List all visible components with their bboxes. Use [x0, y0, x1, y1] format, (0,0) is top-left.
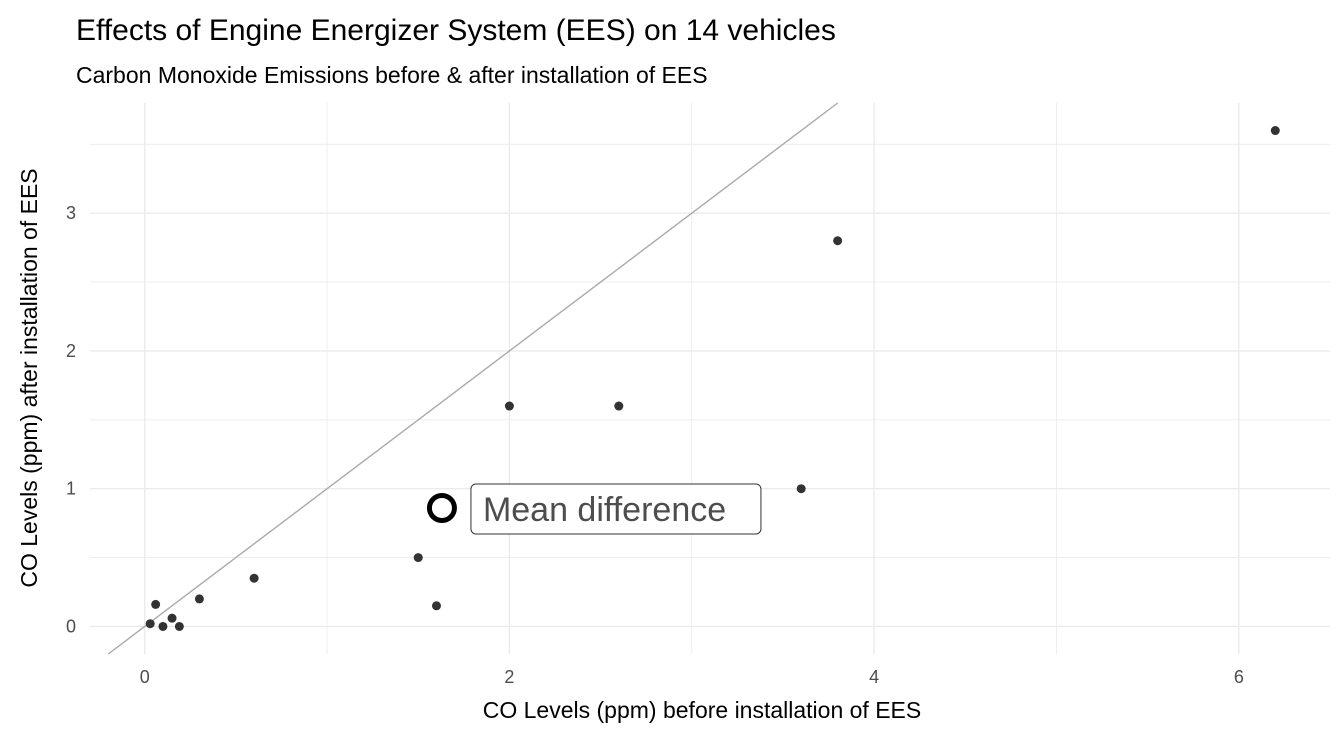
tick-labels: 0 2 4 6 0 1 2 3 — [66, 203, 1244, 687]
data-point — [796, 484, 806, 494]
data-point — [249, 573, 259, 583]
reference-line-group — [107, 102, 839, 655]
x-axis-title: CO Levels (ppm) before installation of E… — [483, 697, 921, 723]
data-points — [145, 126, 1280, 631]
data-point — [167, 613, 177, 623]
reference-line — [107, 102, 839, 655]
chart-subtitle: Carbon Monoxide Emissions before & after… — [76, 62, 708, 88]
data-point — [1270, 126, 1280, 136]
data-point — [504, 401, 514, 411]
y-tick-label: 2 — [66, 341, 76, 361]
data-point — [413, 553, 423, 563]
data-point — [174, 621, 184, 631]
mean-difference-annotation: Mean difference — [426, 483, 762, 535]
x-tick-label: 6 — [1234, 667, 1244, 687]
grid — [90, 103, 1330, 654]
data-point — [158, 621, 168, 631]
data-point — [194, 594, 204, 604]
annotation-label: Mean difference — [483, 491, 726, 529]
y-axis-title: CO Levels (ppm) after installation of EE… — [16, 168, 42, 587]
y-tick-label: 1 — [66, 479, 76, 499]
data-point — [833, 236, 843, 246]
x-tick-label: 2 — [504, 667, 514, 687]
data-point — [431, 601, 441, 611]
y-tick-label: 0 — [66, 616, 76, 636]
annotation-label-box — [470, 483, 762, 535]
x-tick-label: 4 — [869, 667, 879, 687]
data-point — [614, 401, 624, 411]
y-tick-label: 3 — [66, 203, 76, 223]
chart-title: Effects of Engine Energizer System (EES)… — [76, 14, 836, 47]
mean-point-marker — [426, 492, 457, 523]
data-point — [151, 599, 161, 609]
x-tick-label: 0 — [140, 667, 150, 687]
data-point — [145, 619, 155, 629]
